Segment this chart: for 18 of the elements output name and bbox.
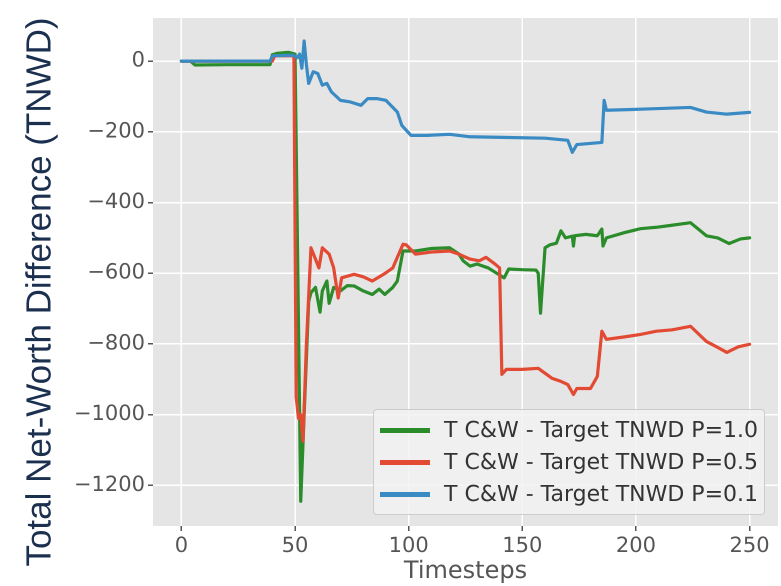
x-tick-label: 0 bbox=[174, 533, 188, 558]
x-tick-label: 100 bbox=[388, 533, 429, 558]
y-tick-label: −1200 bbox=[74, 472, 145, 496]
y-tick-label: −200 bbox=[87, 118, 145, 142]
x-tick-label: 200 bbox=[616, 533, 656, 558]
y-tick-label: −600 bbox=[87, 260, 145, 284]
y-tick-label: 0 bbox=[132, 48, 145, 72]
x-tick-label: 50 bbox=[282, 533, 308, 558]
y-axis-title: Total Net-Worth Difference (TNWD) bbox=[20, 17, 58, 567]
y-tick-label: −800 bbox=[87, 330, 145, 354]
legend-label: T C&W - Target TNWD P=1.0 bbox=[444, 418, 758, 442]
x-tick-label: 150 bbox=[502, 533, 542, 558]
y-tick-label: −400 bbox=[87, 188, 145, 213]
x-axis-title: Timesteps bbox=[402, 556, 528, 584]
legend-label: T C&W - Target TNWD P=0.1 bbox=[444, 482, 758, 506]
x-tick-label: 250 bbox=[730, 533, 770, 558]
legend-label: T C&W - Target TNWD P=0.5 bbox=[444, 450, 758, 474]
y-tick-label: −1000 bbox=[74, 401, 145, 426]
